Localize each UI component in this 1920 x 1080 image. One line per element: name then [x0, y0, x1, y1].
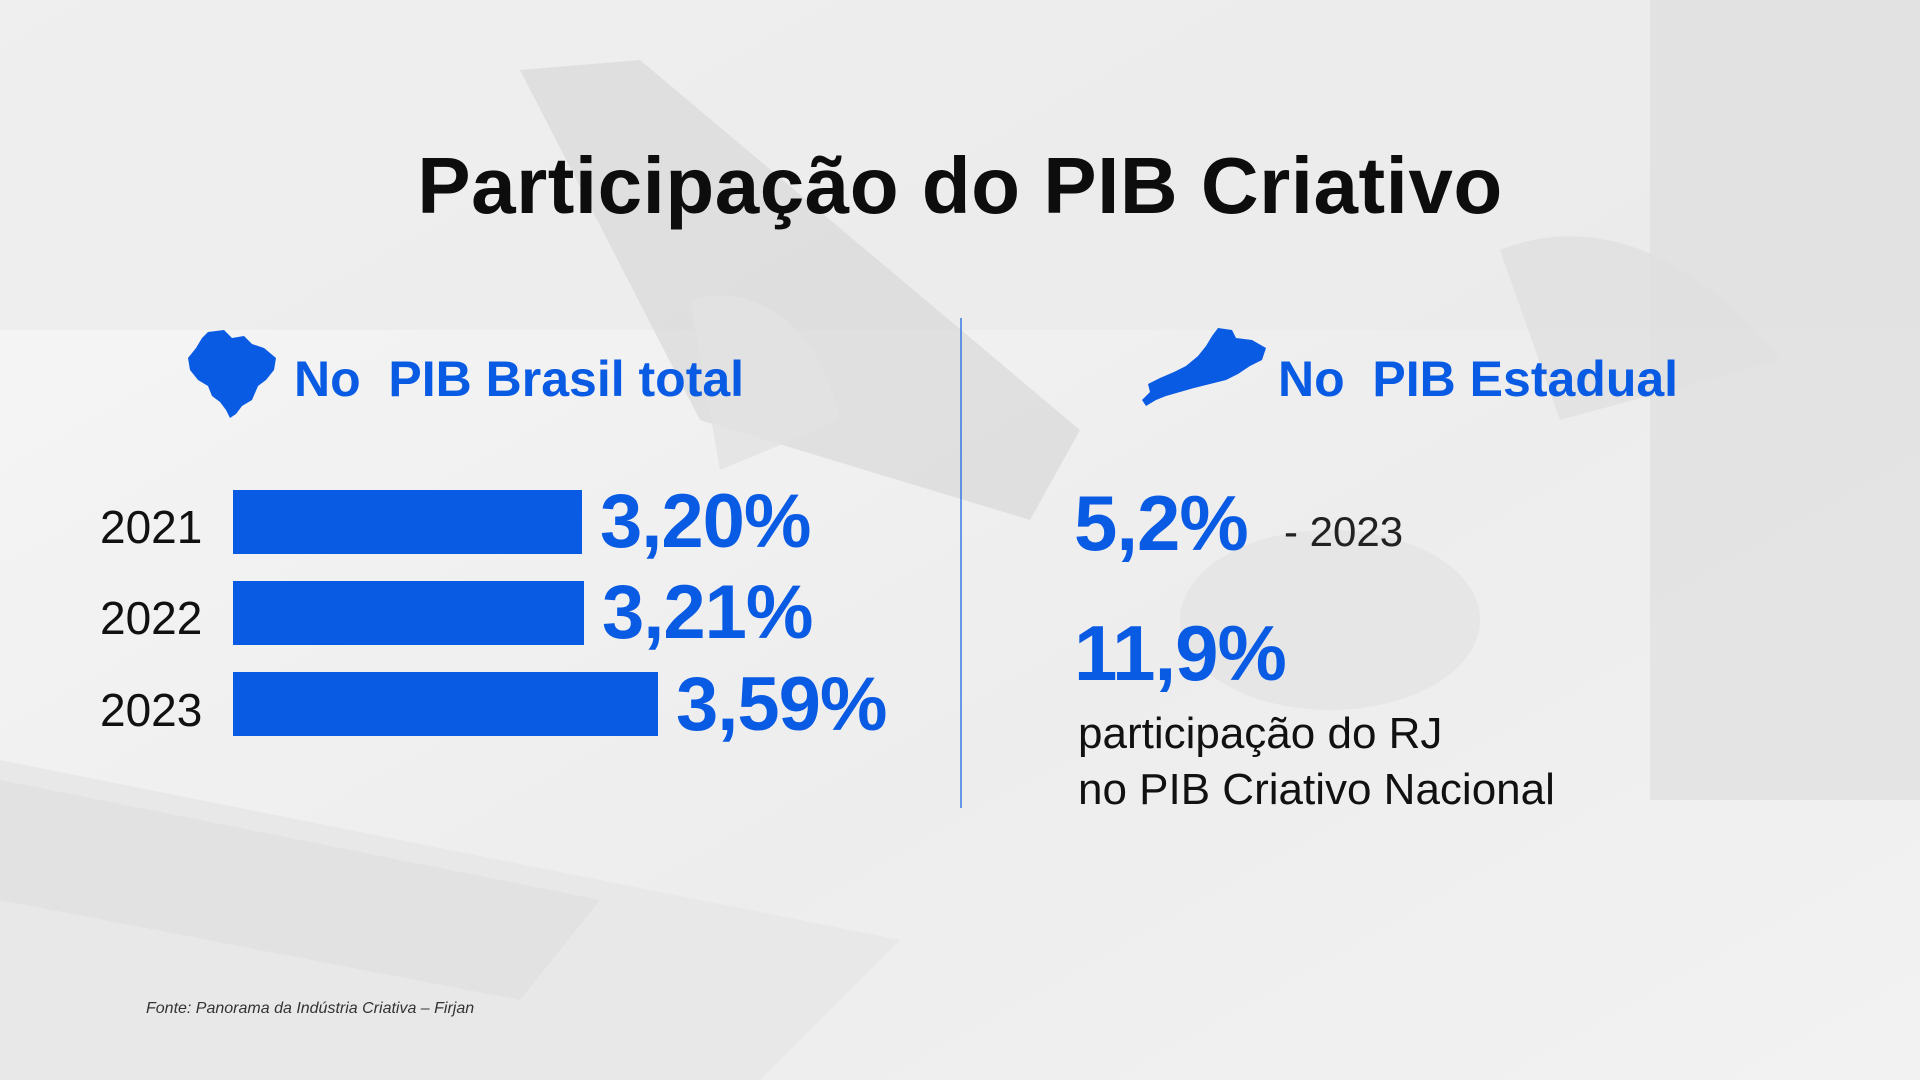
bar-2023 — [233, 672, 658, 736]
bar-2021 — [233, 490, 582, 554]
description-line-2: no PIB Criativo Nacional — [1078, 765, 1555, 814]
rj-national-share-value: 11,9% — [1074, 609, 1287, 697]
brazil-map-icon — [188, 330, 276, 418]
bar-label-2021: 3,20% — [600, 479, 811, 564]
source-note: Fonte: Panorama da Indústria Criativa – … — [146, 1000, 475, 1017]
bar-label-2023: 3,59% — [676, 662, 887, 747]
section-divider — [960, 318, 962, 808]
state-share-year: - 2023 — [1284, 508, 1404, 555]
rio-de-janeiro-map-icon — [1142, 328, 1266, 406]
state-share-value: 5,2% — [1074, 479, 1249, 567]
description-line-1: participação do RJ — [1078, 709, 1443, 758]
year-label-2021: 2021 — [100, 501, 203, 553]
left-section-title: No PIB Brasil total — [294, 351, 745, 407]
year-label-2022: 2022 — [100, 592, 203, 644]
rj-national-share-description: participação do RJ no PIB Criativo Nacio… — [1078, 706, 1555, 818]
bar-label-2022: 3,21% — [602, 570, 813, 655]
year-label-2023: 2023 — [100, 684, 203, 736]
bar-2022 — [233, 581, 584, 645]
right-section-title: No PIB Estadual — [1278, 351, 1679, 407]
page-title: Participação do PIB Criativo — [417, 141, 1503, 230]
